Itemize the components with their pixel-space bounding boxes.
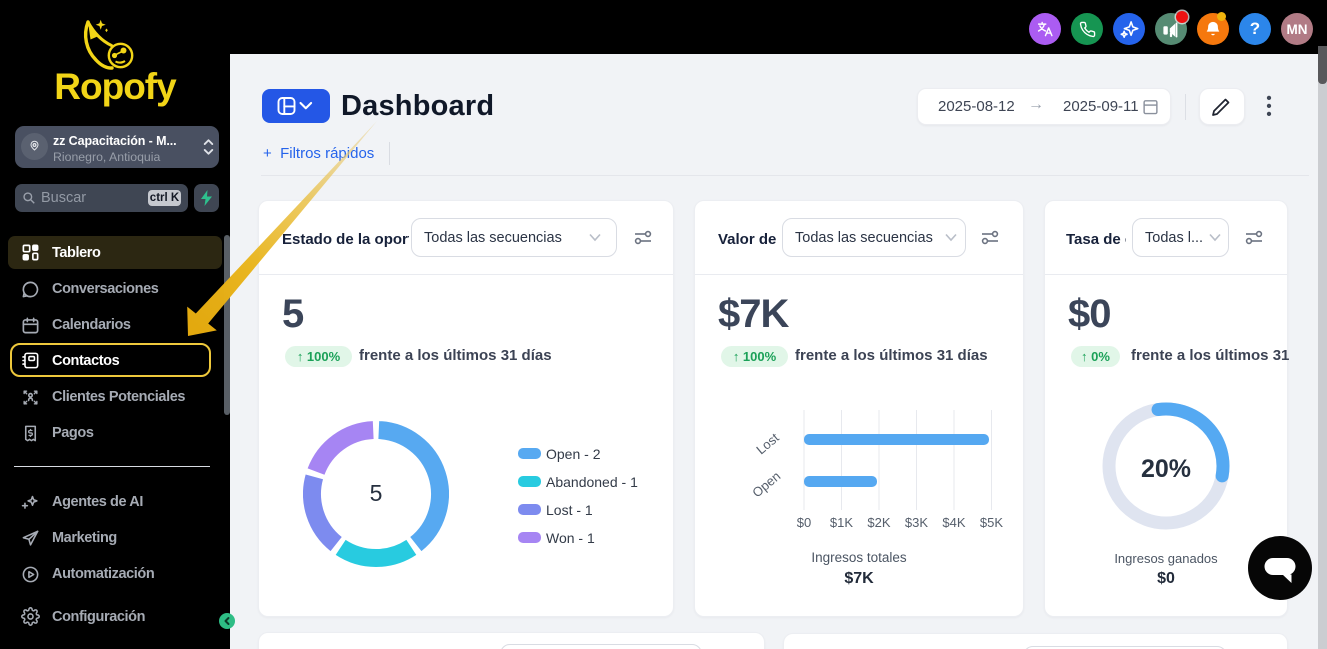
svg-text:$0: $0 bbox=[797, 515, 811, 530]
svg-text:$5K: $5K bbox=[980, 515, 1003, 530]
svg-text:$2K: $2K bbox=[867, 515, 890, 530]
svg-text:$1K: $1K bbox=[830, 515, 853, 530]
svg-text:Lost: Lost bbox=[753, 430, 782, 458]
svg-text:$4K: $4K bbox=[942, 515, 965, 530]
svg-text:Open: Open bbox=[750, 468, 783, 500]
svg-text:$3K: $3K bbox=[905, 515, 928, 530]
